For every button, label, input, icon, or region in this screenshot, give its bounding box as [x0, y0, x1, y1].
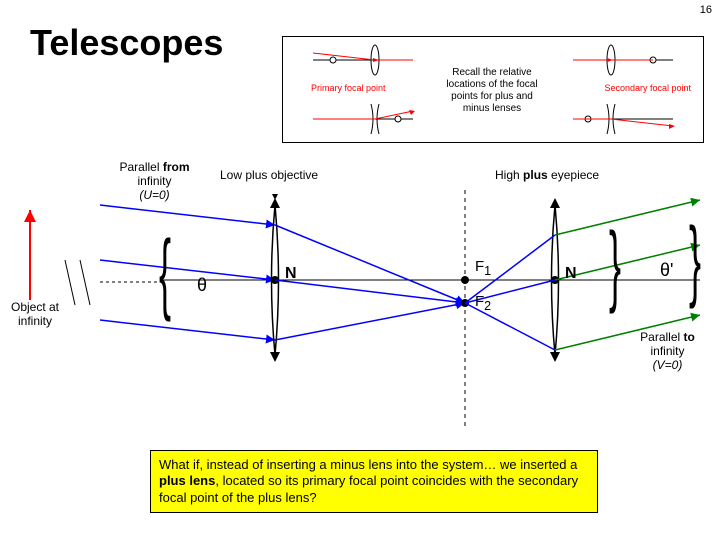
parallel-from-label: Parallel from infinity (U=0) [102, 160, 207, 202]
pf3: infinity [137, 174, 171, 188]
outgoing-brace-left: } [609, 220, 621, 310]
hp3: eyepiece [551, 168, 599, 182]
pt4: (V=0) [653, 358, 683, 372]
f1-label: F1 [475, 258, 491, 278]
outgoing-brace-right: } [689, 215, 701, 305]
theta-in: θ [197, 275, 207, 296]
pf1: Parallel [119, 160, 159, 174]
theta-out: θ' [660, 260, 673, 281]
hp1: High [495, 168, 520, 182]
f1s: 1 [484, 264, 491, 278]
obj: Object at infinity [11, 300, 59, 328]
hp2: plus [523, 168, 548, 182]
pt1: Parallel [640, 330, 680, 344]
incoming-brace: { [159, 228, 171, 318]
parallel-to-label: Parallel to infinity (V=0) [625, 330, 710, 372]
f2t: F [475, 293, 484, 310]
n2-label: N [565, 265, 577, 283]
f1t: F [475, 258, 484, 275]
object-label: Object at infinity [5, 300, 65, 328]
high-plus-label: High plus eyepiece [495, 168, 599, 182]
n1-label: N [285, 265, 297, 283]
pt3: infinity [650, 344, 684, 358]
question-box: What if, instead of inserting a minus le… [150, 450, 598, 513]
pf2: from [163, 160, 190, 174]
pf4: (U=0) [139, 188, 169, 202]
f2s: 2 [484, 299, 491, 313]
low-plus-label: Low plus objective [220, 168, 318, 182]
f2-label: F2 [475, 293, 491, 313]
pt2: to [684, 330, 695, 344]
